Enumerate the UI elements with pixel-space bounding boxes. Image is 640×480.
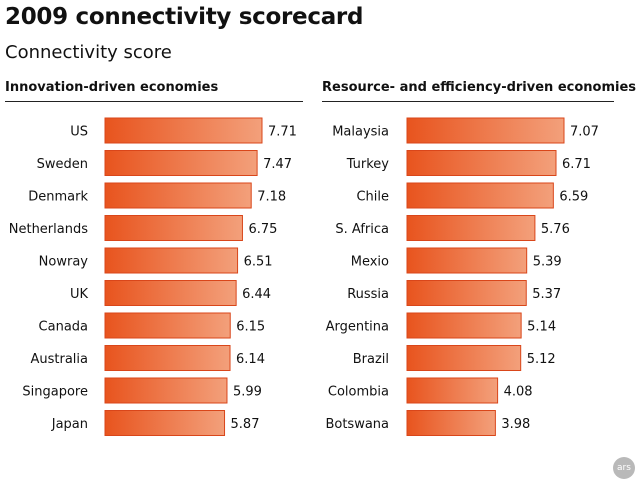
bar-japan [104, 410, 226, 436]
category-label-nowray: Nowray [39, 255, 89, 270]
bar-nowray [104, 247, 239, 274]
bar-turkey [406, 150, 557, 176]
category-label-s-africa: S. Africa [335, 222, 389, 237]
bar-brazil [406, 345, 522, 371]
resource-efficiency-economies-panel: Malaysia 7.07 Turkey 6.71 Chile 6.59 S. Africa… [325, 117, 599, 436]
panel-title-innovation: Innovation-driven economies [5, 80, 219, 95]
bar-netherlands [104, 215, 243, 241]
category-label-us: US [70, 125, 88, 140]
bar-australia [104, 345, 231, 371]
category-label-botswana: Botswana [325, 417, 389, 432]
value-label-canada: 6.15 [236, 320, 265, 335]
bar-sweden [104, 150, 258, 176]
category-label-canada: Canada [39, 320, 88, 335]
value-label-russia: 5.37 [532, 287, 561, 302]
value-label-nowray: 6.51 [244, 255, 273, 270]
bar-denmark [104, 182, 252, 209]
category-label-russia: Russia [347, 287, 389, 302]
bar-argentina [406, 312, 522, 339]
value-label-uk: 6.44 [242, 287, 271, 302]
category-label-colombia: Colombia [328, 385, 389, 400]
category-label-argentina: Argentina [326, 320, 389, 335]
category-label-brazil: Brazil [353, 352, 389, 367]
bar-chile [406, 182, 554, 209]
bar-colombia [406, 377, 499, 404]
category-label-uk: UK [70, 287, 89, 302]
category-label-denmark: Denmark [28, 190, 88, 205]
category-label-mexio: Mexio [351, 255, 389, 270]
bar-s-africa [406, 215, 536, 241]
category-label-malaysia: Malaysia [332, 125, 389, 140]
value-label-malaysia: 7.07 [570, 125, 599, 140]
category-label-turkey: Turkey [346, 157, 390, 172]
value-label-sweden: 7.47 [263, 157, 292, 172]
bar-canada [104, 312, 231, 339]
value-label-netherlands: 6.75 [248, 222, 277, 237]
chart-subtitle: Connectivity score [5, 42, 172, 63]
value-label-botswana: 3.98 [501, 417, 530, 432]
value-label-mexio: 5.39 [533, 255, 562, 270]
value-label-chile: 6.59 [559, 190, 588, 205]
value-label-brazil: 5.12 [527, 352, 556, 367]
category-label-australia: Australia [30, 352, 88, 367]
bar-mexio [406, 247, 528, 274]
bar-us [104, 117, 263, 144]
value-label-argentina: 5.14 [527, 320, 556, 335]
category-label-japan: Japan [51, 417, 88, 432]
category-label-chile: Chile [356, 190, 389, 205]
category-label-netherlands: Netherlands [9, 222, 88, 237]
value-label-japan: 5.87 [231, 417, 260, 432]
bar-malaysia [406, 117, 565, 144]
value-label-singapore: 5.99 [233, 385, 262, 400]
value-label-denmark: 7.18 [257, 190, 286, 205]
panel-divider-resource-efficiency [322, 101, 614, 102]
value-label-colombia: 4.08 [504, 385, 533, 400]
category-label-singapore: Singapore [22, 385, 88, 400]
panel-title-resource-efficiency: Resource- and efficiency-driven economie… [322, 80, 637, 95]
bar-russia [406, 280, 527, 306]
value-label-australia: 6.14 [236, 352, 265, 367]
value-label-turkey: 6.71 [562, 157, 591, 172]
value-label-us: 7.71 [268, 125, 297, 140]
bar-singapore [104, 377, 228, 404]
innovation-economies-panel: US 7.71 Sweden 7.47 Denmark 7.18 Netherlands 6.… [9, 117, 297, 436]
ars-logo: ars [613, 457, 635, 479]
value-label-s-africa: 5.76 [541, 222, 570, 237]
panel-divider-innovation [5, 101, 303, 102]
category-label-sweden: Sweden [37, 157, 88, 172]
bar-uk [104, 280, 237, 306]
chart-title: 2009 connectivity scorecard [5, 4, 364, 30]
bar-botswana [406, 410, 496, 436]
